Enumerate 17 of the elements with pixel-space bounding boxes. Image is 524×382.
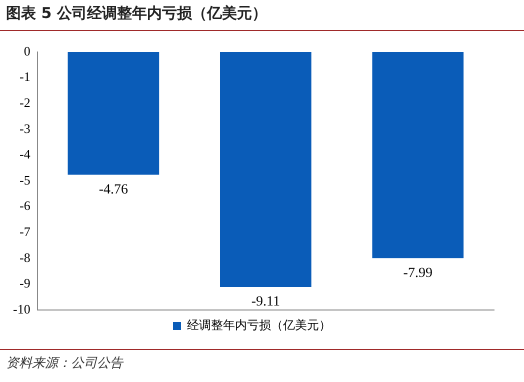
y-tick-label: -3 xyxy=(19,120,30,136)
y-tick-label: -9 xyxy=(19,276,30,291)
y-tick-label: -4 xyxy=(19,146,31,162)
y-tick-label: -1 xyxy=(19,69,30,84)
y-tick-label: -2 xyxy=(19,95,30,110)
y-tick-label: -10 xyxy=(12,301,30,316)
y-tick-label: 0 xyxy=(24,43,30,58)
y-tick-label: -6 xyxy=(19,198,31,214)
chart-title: 图表 5 公司经调整年内亏损（亿美元） xyxy=(6,4,267,23)
data-label: -9.11 xyxy=(251,294,280,310)
text: 资料来源：公司公告 xyxy=(6,355,123,372)
y-tick-label: -8 xyxy=(19,250,30,265)
y-tick-label: -5 xyxy=(19,172,30,188)
data-label: -4.76 xyxy=(98,182,128,198)
data-label: -7.99 xyxy=(403,266,432,281)
legend-label: 经调整年内亏损（亿美元） xyxy=(187,318,331,332)
y-tick-label: -7 xyxy=(19,224,31,240)
